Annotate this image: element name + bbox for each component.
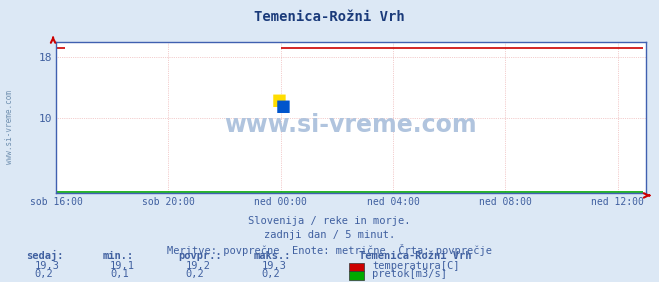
Text: www.si-vreme.com: www.si-vreme.com	[225, 113, 477, 137]
Text: Slovenija / reke in morje.: Slovenija / reke in morje.	[248, 216, 411, 226]
Text: povpr.:: povpr.:	[178, 251, 221, 261]
Text: 19,3: 19,3	[34, 261, 59, 271]
Text: sedaj:: sedaj:	[26, 250, 64, 261]
Text: 19,1: 19,1	[110, 261, 135, 271]
Text: 0,2: 0,2	[186, 269, 204, 279]
Text: ▪: ▪	[270, 88, 287, 112]
Text: Temenica-Rožni Vrh: Temenica-Rožni Vrh	[254, 10, 405, 24]
Text: zadnji dan / 5 minut.: zadnji dan / 5 minut.	[264, 230, 395, 240]
Text: 0,2: 0,2	[34, 269, 53, 279]
Text: Temenica-Rožni Vrh: Temenica-Rožni Vrh	[359, 251, 472, 261]
Text: 19,2: 19,2	[186, 261, 211, 271]
Text: temperatura[C]: temperatura[C]	[372, 261, 460, 271]
Text: Meritve: povprečne  Enote: metrične  Črta: povprečje: Meritve: povprečne Enote: metrične Črta:…	[167, 244, 492, 256]
Text: pretok[m3/s]: pretok[m3/s]	[372, 269, 447, 279]
Text: maks.:: maks.:	[254, 251, 291, 261]
Text: www.si-vreme.com: www.si-vreme.com	[5, 90, 14, 164]
Text: 19,3: 19,3	[262, 261, 287, 271]
Text: min.:: min.:	[102, 251, 133, 261]
Text: ▪: ▪	[275, 94, 292, 118]
Text: 0,1: 0,1	[110, 269, 129, 279]
Text: 0,2: 0,2	[262, 269, 280, 279]
